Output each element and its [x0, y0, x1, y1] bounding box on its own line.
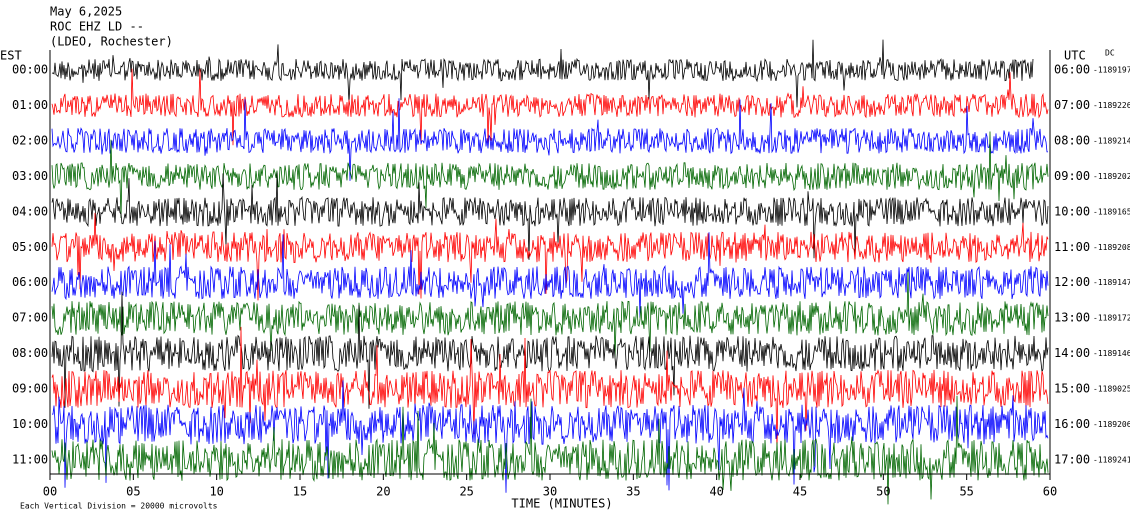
dc-value: -1189147 — [1093, 278, 1130, 287]
right-title: UTC — [1064, 49, 1086, 63]
dc-value: -1189214 — [1093, 136, 1130, 145]
trace — [51, 326, 1049, 452]
trace — [51, 68, 1049, 146]
x-tick-label: 25 — [459, 485, 473, 499]
est-label: 09:00 — [12, 382, 48, 396]
est-label: 05:00 — [12, 240, 48, 254]
dc-value: -1189197 — [1093, 66, 1130, 75]
est-label: 11:00 — [12, 452, 48, 466]
utc-label: 09:00 — [1054, 169, 1090, 183]
dc-value: -1189025 — [1093, 385, 1130, 394]
location: (LDEO, Rochester) — [50, 35, 173, 49]
utc-label: 12:00 — [1054, 275, 1090, 289]
trace — [51, 232, 1049, 318]
x-tick-label: 40 — [709, 485, 723, 499]
dc-value: -1189206 — [1093, 420, 1130, 429]
utc-label: 13:00 — [1054, 311, 1090, 325]
dc-value: -1189226 — [1093, 101, 1130, 110]
dc-value: -1189146 — [1093, 349, 1130, 358]
est-label: 04:00 — [12, 204, 48, 218]
est-label: 00:00 — [12, 63, 48, 77]
est-label: 08:00 — [12, 346, 48, 360]
est-label: 10:00 — [12, 417, 48, 431]
est-label: 01:00 — [12, 98, 48, 112]
footer: Each Vertical Division = 20000 microvolt… — [20, 502, 218, 511]
x-tick-label: 15 — [293, 485, 307, 499]
utc-label: 14:00 — [1054, 346, 1090, 360]
est-label: 07:00 — [12, 311, 48, 325]
x-tick-label: 55 — [959, 485, 973, 499]
date: May 6,2025 — [50, 5, 122, 19]
utc-label: 07:00 — [1054, 98, 1090, 112]
utc-label: 10:00 — [1054, 204, 1090, 218]
x-title: TIME (MINUTES) — [511, 497, 612, 511]
x-tick-label: 10 — [209, 485, 223, 499]
trace — [51, 380, 1049, 493]
utc-label: 16:00 — [1054, 417, 1090, 431]
est-label: 02:00 — [12, 133, 48, 147]
utc-label: 06:00 — [1054, 63, 1090, 77]
dc-title: DC — [1105, 49, 1115, 58]
utc-label: 15:00 — [1054, 382, 1090, 396]
est-label: 06:00 — [12, 275, 48, 289]
trace — [51, 272, 1049, 358]
x-tick-label: 20 — [376, 485, 390, 499]
x-tick-label: 00 — [43, 485, 57, 499]
station: ROC EHZ LD -- — [50, 20, 144, 34]
x-tick-label: 30 — [543, 485, 557, 499]
trace — [51, 39, 1034, 108]
utc-label: 17:00 — [1054, 452, 1090, 466]
dc-value: -1189202 — [1093, 172, 1130, 181]
trace — [51, 98, 1048, 181]
est-label: 03:00 — [12, 169, 48, 183]
trace — [51, 131, 1049, 219]
trace — [51, 172, 1049, 260]
dc-value: -1189172 — [1093, 314, 1130, 323]
utc-label: 11:00 — [1054, 240, 1090, 254]
x-tick-label: 45 — [793, 485, 807, 499]
x-tick-label: 50 — [876, 485, 890, 499]
dc-value: -1189208 — [1093, 243, 1130, 252]
x-tick-label: 05 — [126, 485, 140, 499]
x-tick-label: 35 — [626, 485, 640, 499]
trace — [51, 212, 1049, 301]
dc-value: -1189165 — [1093, 207, 1130, 216]
x-tick-label: 60 — [1043, 485, 1057, 499]
left-title: EST — [0, 49, 22, 63]
dc-value: -1189241 — [1093, 455, 1130, 464]
utc-label: 08:00 — [1054, 133, 1090, 147]
